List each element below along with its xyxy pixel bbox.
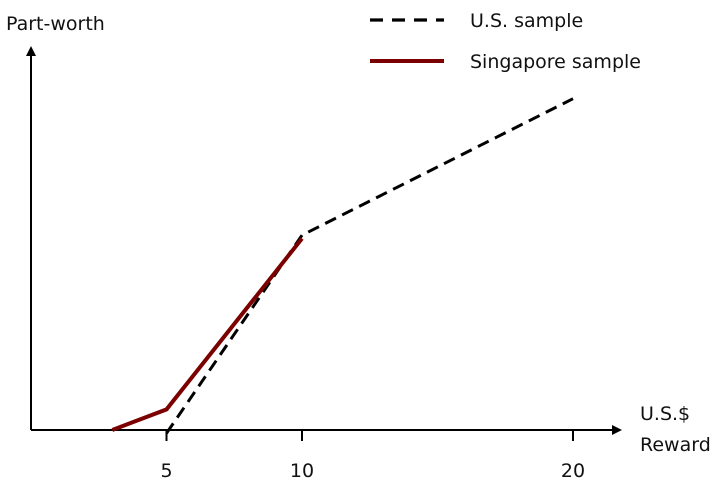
legend: U.S. sample Singapore sample [370, 10, 641, 73]
legend-label-us-sample: U.S. sample [470, 10, 583, 32]
series-line-singapore-sample [111, 237, 304, 432]
x-axis-title-line-1: U.S.$ [640, 403, 690, 425]
legend-label-singapore-sample: Singapore sample [470, 51, 641, 73]
series-line-u-s-sample [165, 97, 574, 435]
x-axis-ticks: 5 10 20 [160, 430, 585, 482]
x-tick-label-10: 10 [290, 460, 314, 482]
plot-series [111, 97, 574, 435]
x-axis-title-line-2: Reward [640, 434, 711, 456]
y-axis-title: Part-worth [6, 13, 105, 35]
x-tick-label-20: 20 [561, 460, 585, 482]
x-tick-label-5: 5 [160, 460, 172, 482]
